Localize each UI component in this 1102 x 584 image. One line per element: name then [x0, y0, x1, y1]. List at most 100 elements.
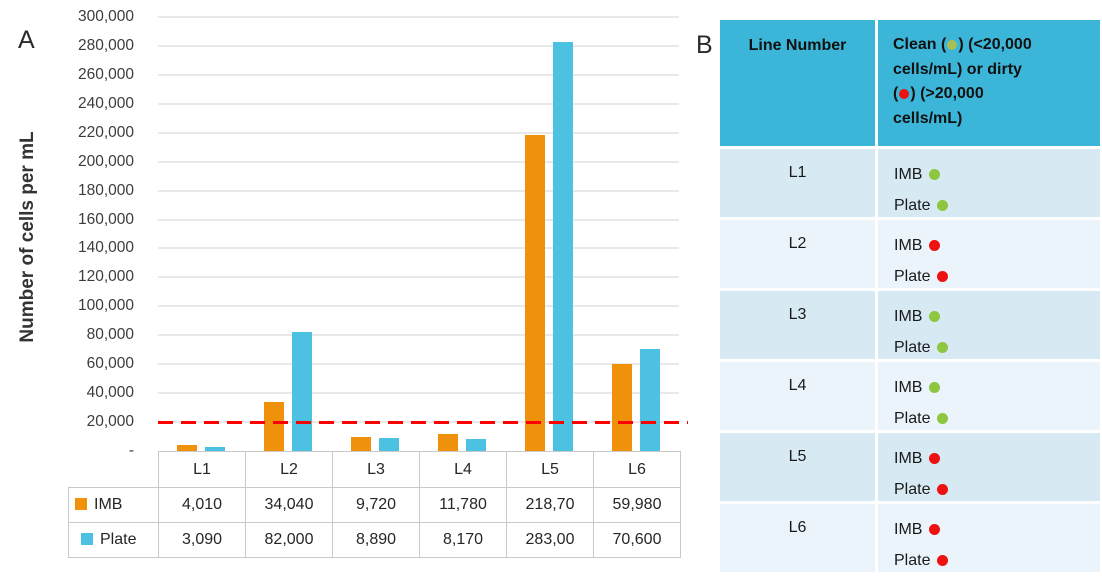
category-label: L6: [593, 451, 681, 488]
status-row-l1: L1 IMB Plate: [720, 149, 1100, 217]
header-text: (: [893, 85, 899, 102]
value-cell: 34,040: [245, 487, 333, 523]
plate-label: Plate: [894, 268, 931, 285]
dirty-dot-icon: [937, 484, 949, 495]
legend-cell-plate: Plate: [68, 522, 159, 558]
status-row-l2: L2 IMB Plate: [720, 220, 1100, 288]
line-number-cell: L1: [720, 149, 875, 217]
legend-swatch-plate: [81, 533, 93, 545]
header-text: ) (>20,000: [910, 85, 984, 102]
gridline: [158, 16, 679, 18]
chart-data-table: L1 L2 L3 L4 L5 L6 IMB 4,010 34,040 9,720 11,780 218…: [68, 451, 681, 558]
y-tick-label: 160,000: [77, 210, 134, 228]
line-number-cell: L2: [720, 220, 875, 288]
clean-dot-icon: [937, 342, 949, 353]
plate-status-line: Plate: [894, 474, 1100, 505]
value-cell: 8,170: [419, 522, 507, 558]
value-cell: 82,000: [245, 522, 333, 558]
status-cell: IMB Plate: [878, 433, 1100, 501]
imb-label: IMB: [894, 237, 923, 254]
dirty-dot-icon: [929, 240, 941, 251]
category-label: L1: [158, 451, 246, 488]
imb-status-line: IMB: [894, 514, 1100, 545]
bar-plate-l1: [205, 446, 226, 451]
line-number-cell: L5: [720, 433, 875, 501]
dirty-dot-icon: [937, 555, 949, 566]
plate-label: Plate: [894, 197, 931, 214]
gridline: [158, 363, 679, 366]
category-row: L1 L2 L3 L4 L5 L6: [69, 451, 681, 488]
y-tick-label: 200,000: [77, 152, 134, 170]
imb-status-line: IMB: [894, 230, 1100, 261]
panel-b-label: B: [696, 31, 713, 59]
bar-plate-l3: [379, 438, 400, 451]
panel-a-label: A: [18, 26, 35, 54]
status-row-l5: L5 IMB Plate: [720, 433, 1100, 501]
plate-status-line: Plate: [894, 190, 1100, 221]
empty-corner-cell: [69, 452, 159, 488]
bar-plate-l2: [292, 332, 313, 451]
y-tick-label: 140,000: [77, 239, 134, 257]
y-tick-label: 60,000: [86, 355, 134, 373]
y-tick-label: 280,000: [77, 36, 134, 54]
status-row-l3: L3 IMB Plate: [720, 291, 1100, 359]
legend-cell-imb: IMB: [68, 487, 159, 523]
gridline: [158, 305, 679, 308]
bar-imb-l5: [524, 134, 545, 451]
gridline: [158, 392, 679, 395]
header-text-line: Clean ( ) (<20,000: [893, 33, 1090, 58]
clean-dot-icon: [929, 311, 941, 322]
gridline: [158, 102, 679, 105]
header-text-line: cells/mL) or dirty: [893, 58, 1090, 83]
plate-status-line: Plate: [894, 261, 1100, 292]
line-number-cell: L4: [720, 362, 875, 430]
threshold-line-20000: [158, 421, 688, 425]
dirty-dot-icon: [929, 524, 941, 535]
gridline: [158, 247, 679, 250]
value-cell: 218,70: [506, 487, 594, 523]
header-text: ) (<20,000: [958, 36, 1032, 53]
value-cell: 4,010: [158, 487, 246, 523]
series-row-plate: Plate 3,090 82,000 8,890 8,170 283,00 70,600: [68, 522, 681, 558]
plate-label: Plate: [894, 552, 931, 569]
y-tick-label: 240,000: [77, 94, 134, 112]
gridline: [158, 189, 679, 192]
y-tick-label: -: [128, 442, 134, 459]
value-cell: 9,720: [332, 487, 420, 523]
dirty-dot-icon: [929, 453, 941, 464]
y-tick-label: 100,000: [77, 297, 134, 315]
dirty-dot-icon: [899, 89, 910, 99]
status-cell: IMB Plate: [878, 504, 1100, 572]
bar-imb-l2: [264, 401, 285, 451]
category-label: L2: [245, 451, 333, 488]
y-tick-label: 40,000: [86, 384, 134, 402]
gridline: [158, 131, 679, 134]
bar-imb-l1: [177, 445, 198, 451]
y-tick-label: 120,000: [77, 268, 134, 286]
y-tick-label: 180,000: [77, 181, 134, 199]
gridline: [158, 44, 679, 47]
gridline: [158, 160, 679, 163]
clean-dot-icon: [937, 413, 949, 424]
status-cell: IMB Plate: [878, 220, 1100, 288]
value-cell: 3,090: [158, 522, 246, 558]
gridline: [158, 73, 679, 76]
value-cell: 8,890: [332, 522, 420, 558]
category-label: L3: [332, 451, 420, 488]
dirty-dot-icon: [937, 271, 949, 282]
legend-swatch-imb: [75, 498, 87, 510]
status-cell: IMB Plate: [878, 149, 1100, 217]
y-tick-label: 20,000: [86, 413, 134, 431]
bar-plate-l6: [639, 348, 660, 451]
imb-status-line: IMB: [894, 301, 1100, 332]
header-text: Clean (: [893, 36, 947, 53]
series-name: Plate: [100, 531, 137, 548]
status-cell: IMB Plate: [878, 362, 1100, 430]
plate-label: Plate: [894, 410, 931, 427]
y-tick-label: 80,000: [86, 326, 134, 344]
status-table-header-line-number: Line Number: [720, 20, 875, 146]
clean-dirty-status-table: Line Number Clean ( ) (<20,000 cells/mL) o…: [720, 20, 1100, 572]
gridline: [158, 276, 679, 279]
value-cell: 11,780: [419, 487, 507, 523]
